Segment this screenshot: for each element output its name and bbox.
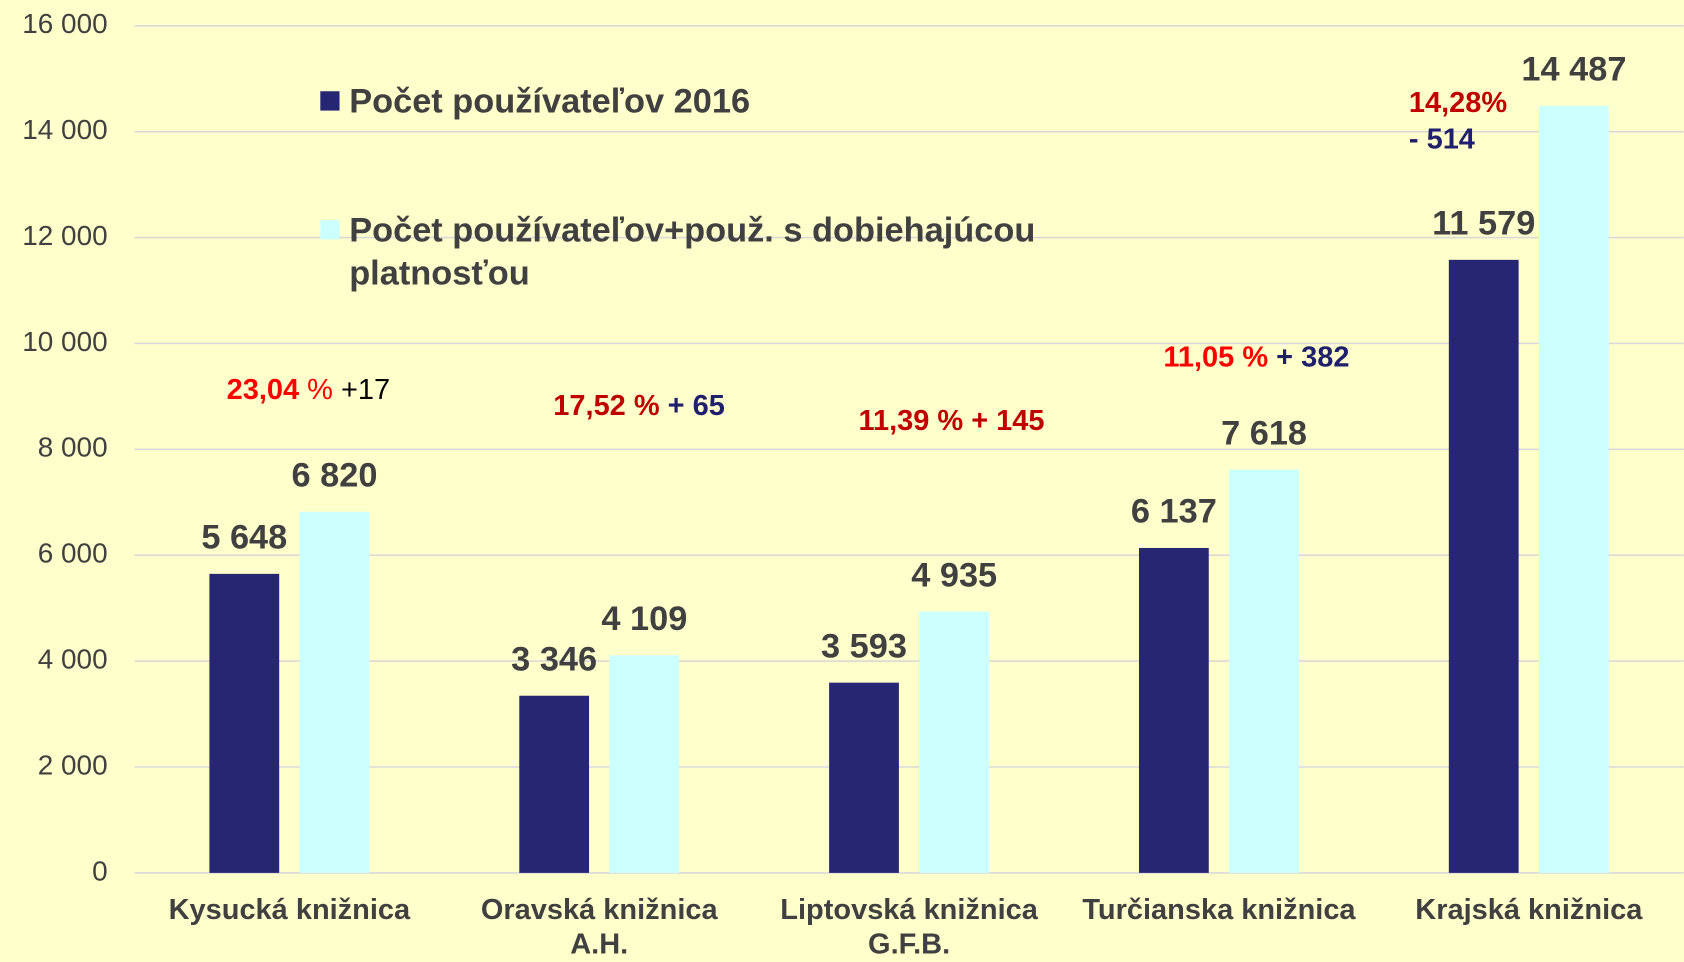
value-label: 3 593 [821,627,907,665]
bar [299,511,370,873]
legend-label: Počet používateľov 2016 [349,81,751,121]
bar [1138,547,1209,873]
y-tick-label: 8 000 [38,432,108,463]
value-label: 7 618 [1221,414,1307,452]
x-tick-label: A.H. [570,929,628,961]
legend-label: Počet používateľov+použ. s dobiehajúcou … [349,210,1036,293]
y-tick-label: 10 000 [22,326,107,357]
y-tick-label: 14 000 [22,114,107,145]
value-label: 6 137 [1131,493,1217,531]
value-label: 11 579 [1432,205,1535,243]
x-tick-label: G.F.B. [868,929,950,961]
bar [209,573,280,873]
x-tick-label: Kysucká knižnica [169,894,411,926]
annotation: 17,52 % + 65 [553,390,725,422]
bar [609,655,680,873]
value-label: 4 109 [601,600,687,638]
annotation-percent: 11,05 % [1163,341,1268,373]
legend-entry: Počet používateľov+použ. s dobiehajúcou … [320,208,1104,294]
value-label: 6 820 [292,457,378,495]
y-tick-label: 4 000 [38,643,108,674]
annotation-change: + 382 [1268,341,1349,373]
annotation: 11,05 % + 382 [1163,341,1349,373]
annotation-change: + 65 [660,390,725,422]
y-tick-label: 12 000 [22,220,107,251]
annotation-percent: 11,39 % + 145 [858,405,1044,437]
annotation-change: +17 [333,373,390,405]
legend: Počet používateľov 2016 Počet používateľo… [320,79,1104,294]
annotation-percent: 23,04 [227,373,299,405]
legend-entry: Počet používateľov 2016 [320,79,1104,122]
y-tick-label: 0 [92,855,108,886]
legend-swatch [320,220,340,240]
bar [829,682,899,873]
annotation-unit: % [299,373,333,405]
y-tick-label: 2 000 [38,749,108,780]
bar [1229,469,1299,873]
x-tick-label: Liptovská knižnica [780,894,1038,926]
value-label: 5 648 [201,519,287,557]
bar [919,611,990,873]
annotation-change: - 514 [1409,123,1475,155]
legend-box: Počet používateľov 2016 Počet používateľo… [320,79,1104,294]
annotation: 11,39 % + 145 [858,405,1044,437]
value-label: 4 935 [911,556,997,594]
value-label: 14 487 [1521,51,1626,89]
y-tick-label: 16 000 [22,8,107,39]
annotation-percent: 14,28% [1409,87,1507,119]
x-tick-label: Krajská knižnica [1415,894,1643,926]
x-tick-label: Turčianska knižnica [1082,894,1356,926]
y-tick-label: 6 000 [38,538,108,569]
bar [1539,105,1609,873]
annotation: 23,04 % +17 [227,373,391,405]
bar [1448,259,1519,873]
legend-swatch [320,91,340,111]
value-label: 3 346 [511,640,597,678]
annotation-percent: 17,52 % [553,390,659,422]
x-tick-label: Oravská knižnica [481,894,719,926]
bar [519,695,590,873]
